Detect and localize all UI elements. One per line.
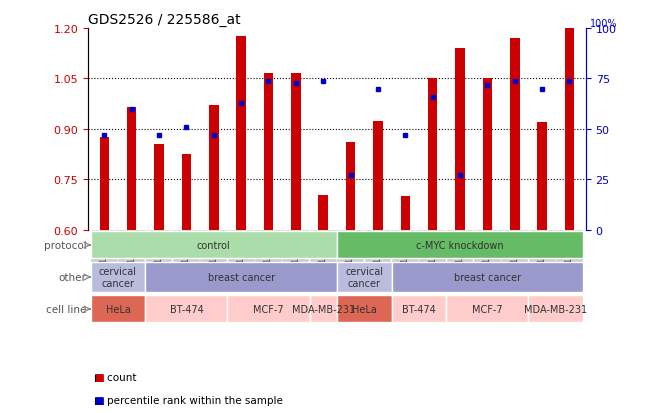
Bar: [564, 29, 574, 230]
Bar: [91, 230, 118, 279]
Bar: [337, 230, 364, 279]
FancyBboxPatch shape: [392, 296, 447, 323]
Text: c-MYC knockdown: c-MYC knockdown: [416, 240, 504, 250]
Text: GDS2526 / 225586_at: GDS2526 / 225586_at: [88, 12, 240, 26]
FancyBboxPatch shape: [309, 296, 337, 323]
Bar: [556, 230, 583, 279]
FancyBboxPatch shape: [227, 296, 309, 323]
Bar: [209, 106, 219, 230]
Text: BT-474: BT-474: [402, 304, 436, 314]
Bar: [529, 230, 555, 279]
Text: ■: ■: [94, 395, 104, 405]
Bar: [228, 230, 255, 279]
Bar: [255, 230, 282, 279]
FancyBboxPatch shape: [90, 232, 337, 259]
Bar: [400, 197, 410, 230]
Text: cervical
cancer: cervical cancer: [99, 266, 137, 288]
Bar: [318, 195, 328, 230]
FancyBboxPatch shape: [145, 296, 227, 323]
Bar: [182, 155, 191, 230]
Text: ■ count: ■ count: [94, 372, 137, 382]
Bar: [455, 49, 465, 230]
FancyBboxPatch shape: [337, 296, 392, 323]
Bar: [291, 74, 301, 230]
Bar: [537, 123, 547, 230]
Bar: [346, 143, 355, 230]
Text: MDA-MB-231: MDA-MB-231: [524, 304, 587, 314]
FancyBboxPatch shape: [90, 296, 145, 323]
Bar: [264, 74, 273, 230]
Bar: [173, 230, 200, 279]
Text: MCF-7: MCF-7: [472, 304, 503, 314]
Text: HeLa: HeLa: [105, 304, 130, 314]
Text: 100%: 100%: [590, 19, 618, 29]
Bar: [447, 230, 473, 279]
Bar: [501, 230, 528, 279]
FancyBboxPatch shape: [337, 262, 392, 292]
Text: protocol: protocol: [44, 240, 87, 250]
Bar: [127, 108, 137, 230]
Bar: [283, 230, 309, 279]
Bar: [428, 79, 437, 230]
Bar: [392, 230, 419, 279]
FancyBboxPatch shape: [90, 262, 145, 292]
FancyBboxPatch shape: [145, 262, 337, 292]
FancyBboxPatch shape: [447, 296, 529, 323]
Bar: [146, 230, 173, 279]
Bar: [474, 230, 501, 279]
Bar: [510, 39, 519, 230]
Text: ■ percentile rank within the sample: ■ percentile rank within the sample: [94, 395, 283, 405]
Text: MCF-7: MCF-7: [253, 304, 284, 314]
Text: ■: ■: [94, 372, 104, 382]
Text: breast cancer: breast cancer: [454, 272, 521, 282]
FancyBboxPatch shape: [337, 232, 583, 259]
Bar: [482, 79, 492, 230]
Bar: [154, 145, 164, 230]
Text: MDA-MB-231: MDA-MB-231: [292, 304, 355, 314]
Text: HeLa: HeLa: [352, 304, 377, 314]
Text: control: control: [197, 240, 230, 250]
Bar: [201, 230, 227, 279]
Text: cell line: cell line: [46, 304, 87, 314]
Text: breast cancer: breast cancer: [208, 272, 275, 282]
FancyBboxPatch shape: [392, 262, 583, 292]
Bar: [236, 37, 246, 230]
Bar: [373, 121, 383, 230]
Text: cervical
cancer: cervical cancer: [345, 266, 383, 288]
Bar: [419, 230, 446, 279]
Bar: [310, 230, 337, 279]
Bar: [100, 138, 109, 230]
Bar: [365, 230, 391, 279]
Text: BT-474: BT-474: [169, 304, 203, 314]
FancyBboxPatch shape: [529, 296, 583, 323]
Bar: [118, 230, 145, 279]
Text: other: other: [59, 272, 87, 282]
